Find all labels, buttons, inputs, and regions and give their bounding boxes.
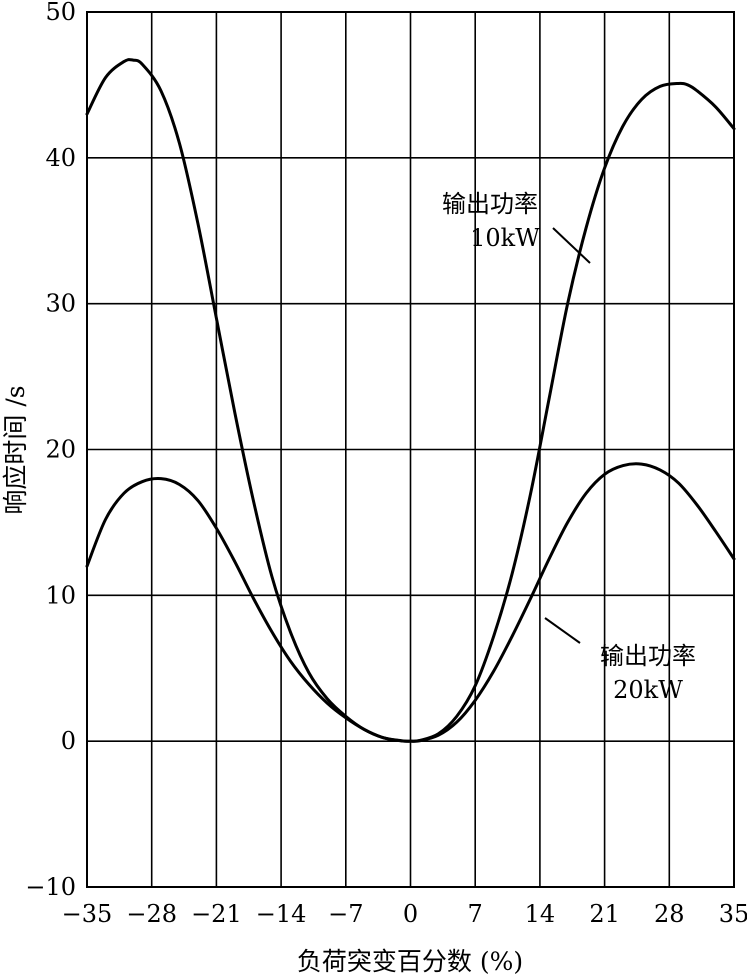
annotation-10kw-leader: [552, 227, 591, 264]
x-tick-label: 28: [654, 900, 685, 928]
y-tick-label: 40: [45, 144, 76, 172]
y-tick-labels: −10 0 10 20 30 40 50: [25, 0, 76, 901]
y-tick-label: 30: [45, 290, 76, 318]
annotation-10kw-line1: 输出功率: [442, 190, 538, 218]
annotation-20kw: 输出功率 20kW: [544, 617, 696, 704]
y-tick-label: 0: [61, 727, 76, 755]
y-tick-label: −10: [25, 873, 76, 901]
annotation-10kw-line2: 10kW: [470, 224, 540, 252]
x-tick-label: 7: [468, 900, 483, 928]
x-tick-label: −21: [191, 900, 242, 928]
x-tick-label: −35: [62, 900, 113, 928]
x-tick-label: 14: [525, 900, 556, 928]
x-tick-label: −7: [328, 900, 363, 928]
plot-frame: [86, 11, 735, 888]
annotation-20kw-line2: 20kW: [613, 676, 683, 704]
x-tick-label: 0: [403, 900, 418, 928]
y-axis-label: 响应时间 /s: [1, 385, 30, 514]
plot-border: [86, 11, 735, 888]
x-tick-label: −14: [256, 900, 307, 928]
series-layer: [85, 58, 736, 743]
x-axis-label: 负荷突变百分数 (%): [297, 947, 523, 976]
x-tick-label: −28: [126, 900, 177, 928]
y-tick-label: 20: [45, 436, 76, 464]
y-tick-label: 10: [45, 581, 76, 609]
annotation-20kw-leader: [544, 617, 581, 644]
annotation-20kw-line1: 输出功率: [600, 642, 696, 670]
grid: [87, 12, 734, 887]
series-20kw-curve: [85, 462, 736, 743]
annotation-10kw: 输出功率 10kW: [442, 190, 591, 264]
y-tick-label: 50: [45, 0, 76, 26]
x-tick-label: 35: [719, 900, 747, 928]
x-tick-label: 21: [589, 900, 620, 928]
x-tick-labels: −35 −28 −21 −14 −7 0 7 14 21 28 35: [62, 900, 747, 928]
